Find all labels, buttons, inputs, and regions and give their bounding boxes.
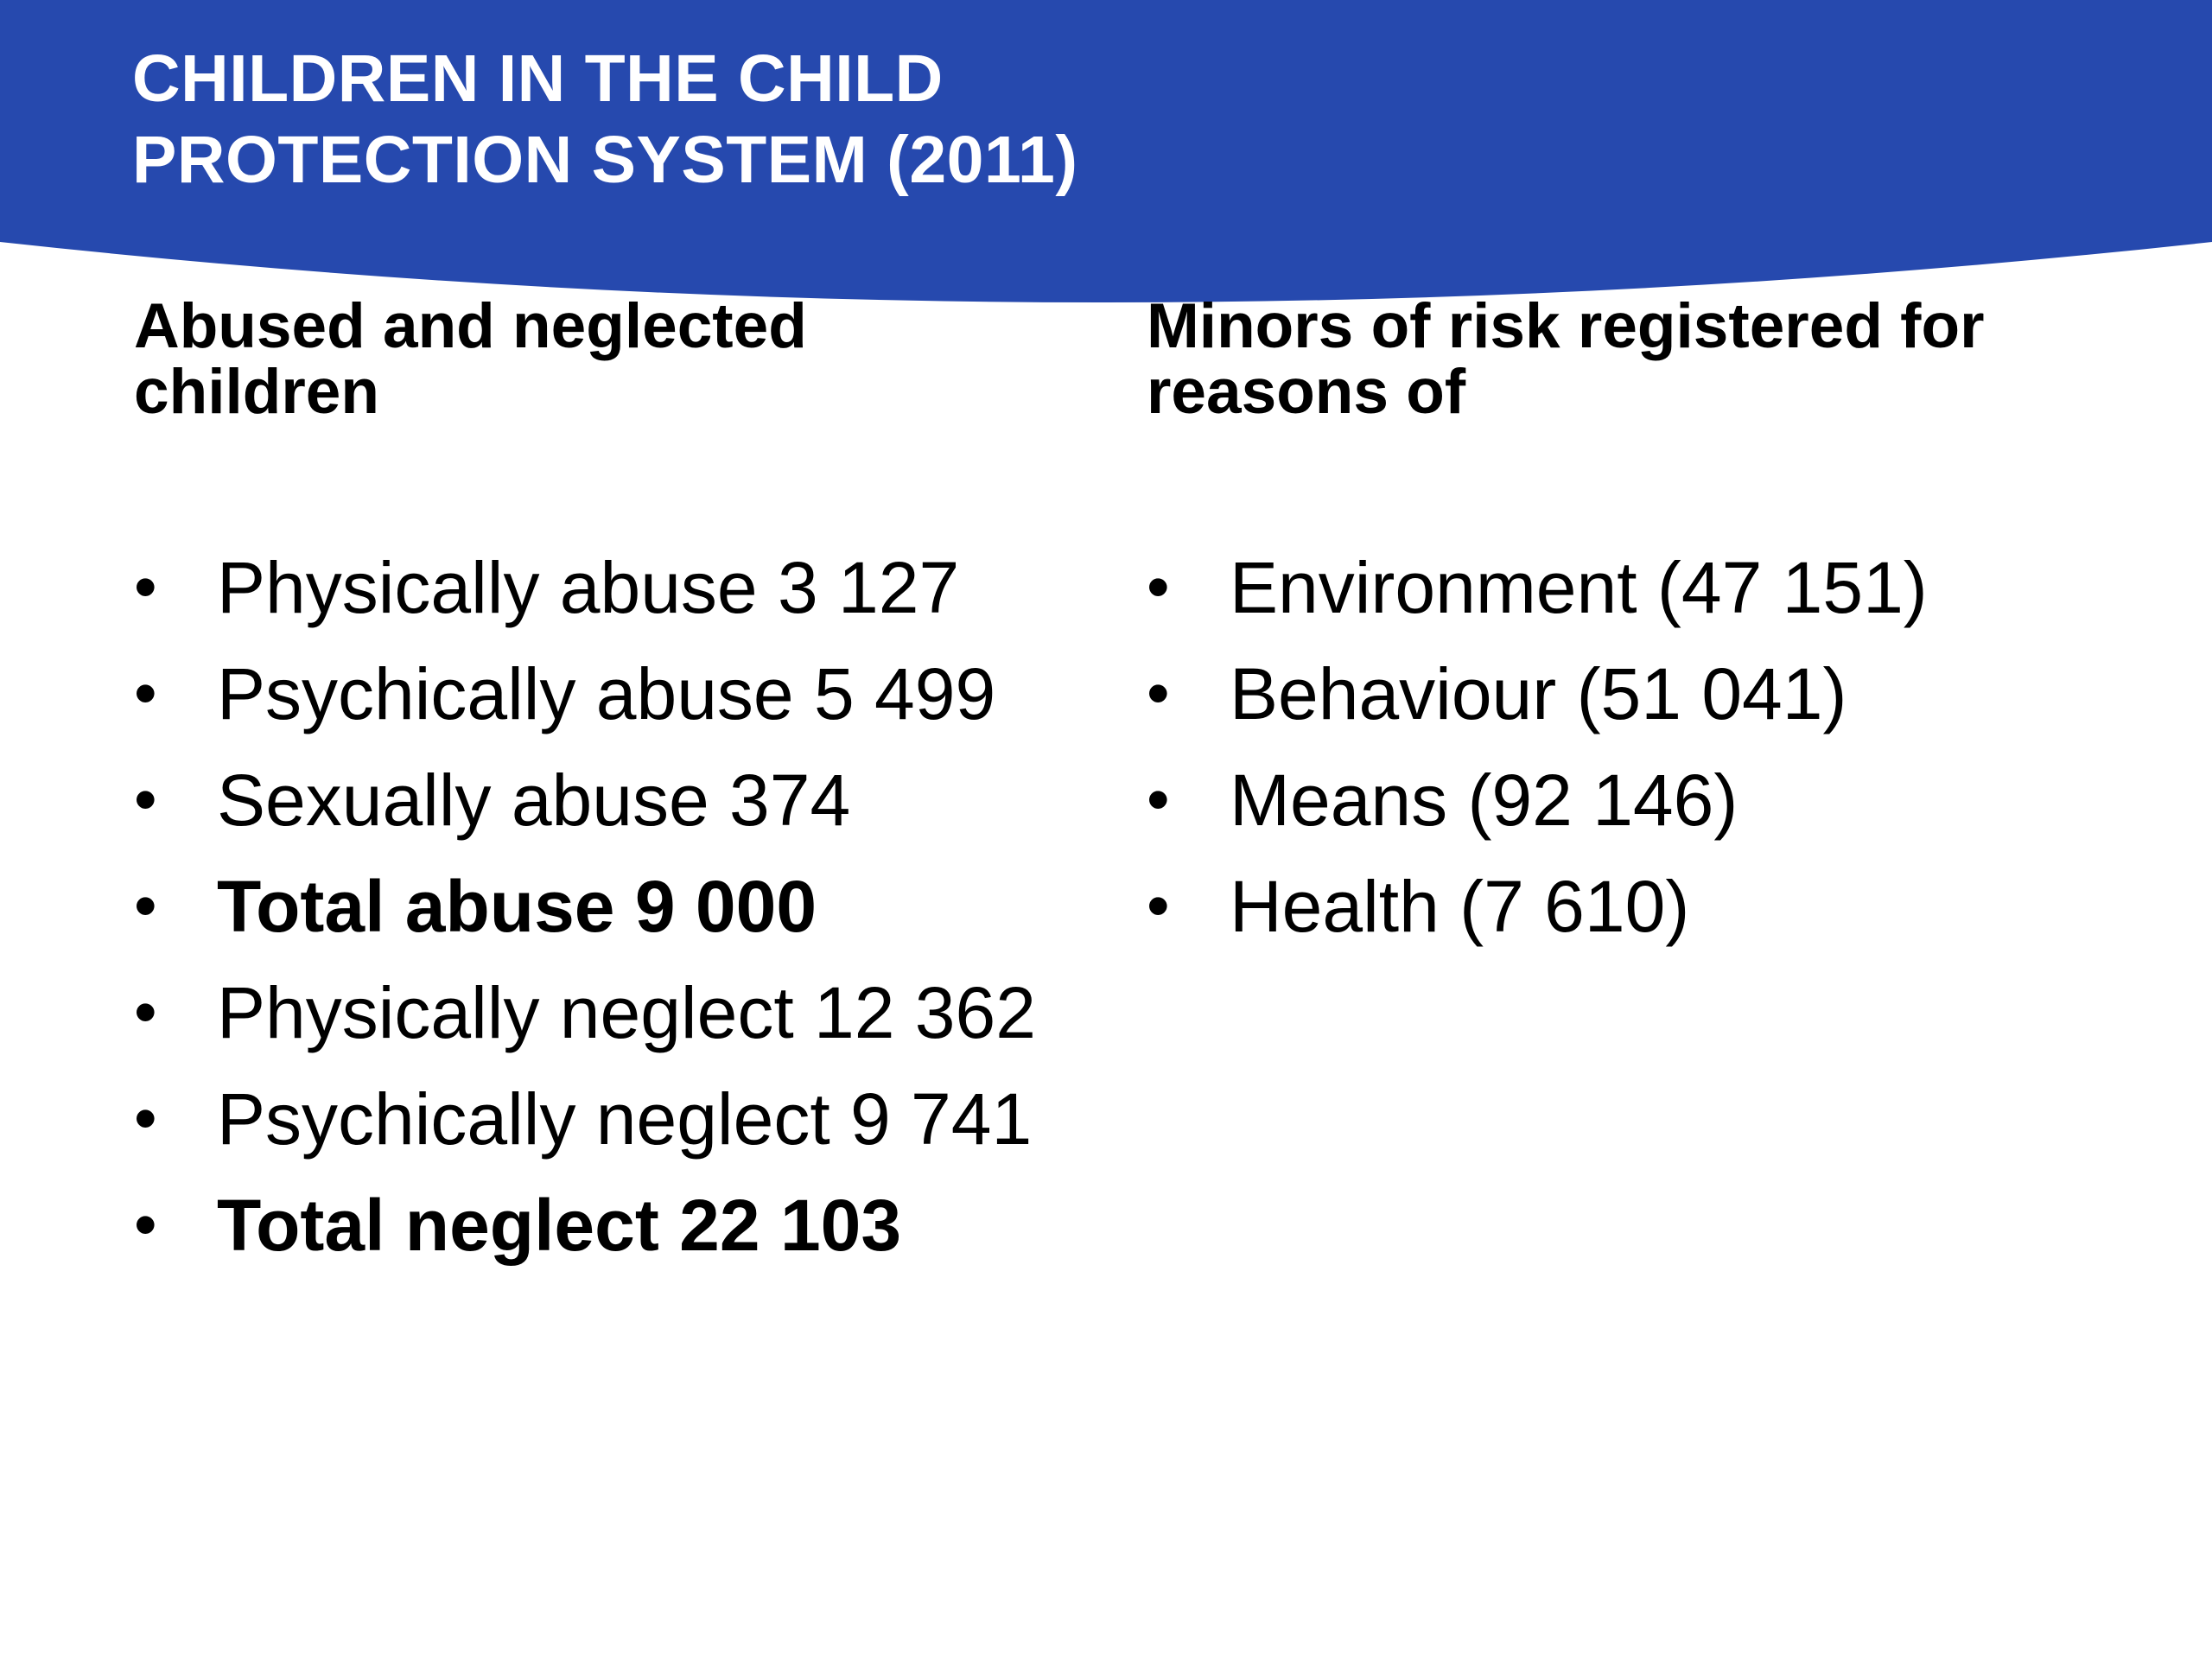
slide-title: CHILDREN IN THE CHILD PROTECTION SYSTEM … [132,38,1078,200]
list-item-text: Physically neglect 12 362 [217,972,1036,1053]
bullet-icon: • [1147,763,1170,836]
abuse-neglect-heading-line-1: Abused and neglected [134,291,807,361]
bullet-icon: • [134,976,157,1049]
abuse-neglect-heading-line-2: children [134,357,379,427]
list-item-text: Total abuse 9 000 [217,866,817,947]
slide-title-line-2: PROTECTION SYSTEM (2011) [132,123,1078,197]
bullet-icon: • [134,1082,157,1155]
bullet-icon: • [134,869,157,943]
bullet-icon: • [1147,869,1170,943]
list-item-text: Psychically abuse 5 499 [217,653,996,734]
list-item-text: Behaviour (51 041) [1230,653,1847,734]
bullet-icon: • [134,1188,157,1262]
list-item-text: Psychically neglect 9 741 [217,1078,1033,1160]
list-item-text: Environment (47 151) [1230,547,1928,628]
bullet-icon: • [134,657,157,730]
list-item-text: Means (92 146) [1230,760,1738,841]
minors-at-risk-heading: Minors of risk registered for reasons of [1147,294,2166,425]
list-item-text: Total neglect 22 103 [217,1185,902,1266]
bullet-icon: • [1147,657,1170,730]
list-item-text: Sexually abuse 374 [217,760,851,841]
minors-at-risk-heading-line-1: Minors of risk registered for [1147,291,1985,361]
slide-title-line-1: CHILDREN IN THE CHILD [132,41,944,116]
header-curve-shape [0,0,2212,302]
list-item-text: Physically abuse 3 127 [217,547,960,628]
header-band [0,0,2212,311]
abuse-neglect-column: Abused and neglected children • Physical… [134,294,1119,1267]
abuse-neglect-heading: Abused and neglected children [134,294,1119,425]
bullet-icon: • [134,550,157,624]
bullet-icon: • [134,763,157,836]
list-item-text: Health (7 610) [1230,866,1690,947]
minors-at-risk-column: Minors of risk registered for reasons of… [1147,294,2166,948]
minors-at-risk-heading-line-2: reasons of [1147,357,1466,427]
bullet-icon: • [1147,550,1170,624]
